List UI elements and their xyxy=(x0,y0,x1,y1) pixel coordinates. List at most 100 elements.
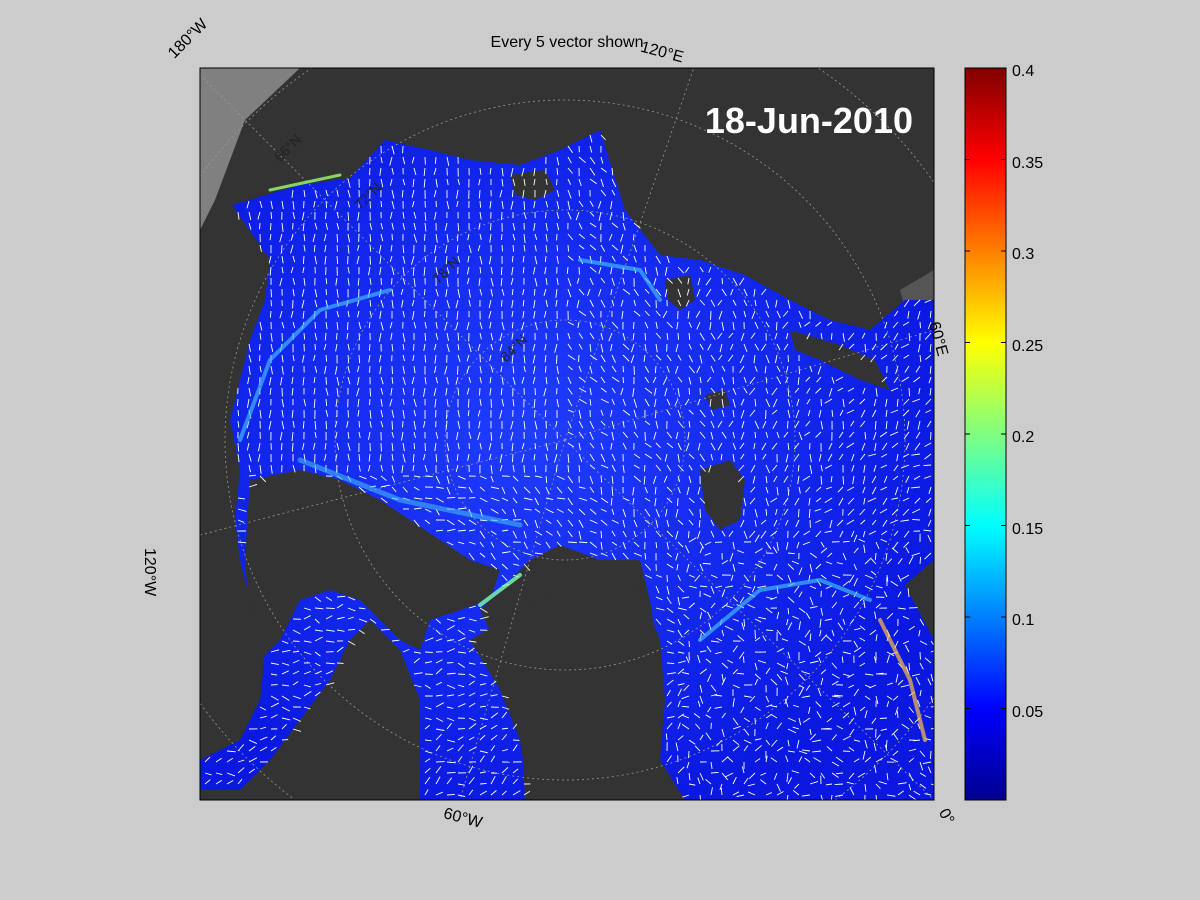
drift-vector xyxy=(545,376,548,385)
drift-vector xyxy=(598,266,602,275)
drift-vector xyxy=(478,222,481,230)
drift-vector xyxy=(743,717,751,723)
drift-vector xyxy=(863,544,866,554)
drift-vector xyxy=(512,552,520,560)
drift-vector xyxy=(347,178,351,188)
drift-vector xyxy=(534,552,543,555)
drift-vector xyxy=(798,717,802,726)
drift-vector xyxy=(770,497,778,503)
drift-vector xyxy=(871,486,877,495)
drift-vector xyxy=(892,354,899,362)
drift-vector xyxy=(368,343,371,351)
drift-vector xyxy=(412,453,415,463)
drift-vector xyxy=(499,409,503,419)
drift-vector xyxy=(816,711,822,719)
drift-vector xyxy=(490,694,498,697)
drift-vector xyxy=(654,398,657,408)
drift-vector xyxy=(632,332,635,340)
drift-vector xyxy=(523,233,526,243)
drift-vector xyxy=(335,277,338,286)
drift-vector xyxy=(792,530,800,538)
drift-vector xyxy=(824,398,833,404)
drift-vector xyxy=(741,622,745,631)
drift-vector xyxy=(924,793,932,796)
drift-vector xyxy=(368,321,371,329)
drift-vector xyxy=(501,790,507,796)
drift-vector xyxy=(688,497,695,504)
drift-vector xyxy=(753,574,756,582)
drift-vector xyxy=(512,365,515,374)
drift-vector xyxy=(831,601,838,609)
drift-vector xyxy=(435,618,441,624)
drift-vector xyxy=(687,431,690,440)
drift-vector xyxy=(391,167,394,175)
drift-vector xyxy=(413,475,421,478)
drift-vector xyxy=(622,376,625,384)
drift-vector xyxy=(479,233,482,240)
drift-vector xyxy=(567,453,570,463)
drift-vector xyxy=(501,508,507,515)
drift-vector xyxy=(699,772,704,781)
drift-vector xyxy=(281,321,285,329)
drift-vector xyxy=(270,702,280,708)
drift-vector xyxy=(714,694,723,697)
drift-vector xyxy=(379,167,382,176)
drift-vector xyxy=(924,442,932,447)
drift-vector xyxy=(611,222,619,228)
drift-vector xyxy=(805,612,811,620)
drift-vector xyxy=(446,277,449,287)
drift-vector xyxy=(677,766,685,774)
drift-vector xyxy=(444,222,448,231)
drift-vector xyxy=(827,453,833,462)
drift-vector xyxy=(600,530,603,539)
drift-vector xyxy=(423,343,426,352)
drift-vector xyxy=(792,789,800,796)
drift-vector xyxy=(357,277,360,286)
drift-vector xyxy=(511,343,514,352)
drift-vector xyxy=(787,607,790,615)
drift-vector xyxy=(675,431,679,440)
drift-vector xyxy=(347,211,350,221)
drift-vector xyxy=(424,776,431,785)
drift-vector xyxy=(291,376,294,384)
drift-vector xyxy=(523,530,527,539)
drift-vector xyxy=(827,552,833,558)
drift-vector xyxy=(390,244,393,252)
drift-vector xyxy=(859,625,866,631)
drift-vector xyxy=(770,530,778,537)
drift-vector xyxy=(859,637,866,642)
drift-vector xyxy=(732,299,737,306)
canadian-archipelago xyxy=(245,470,500,660)
drift-vector xyxy=(578,365,582,373)
drift-vector xyxy=(490,497,500,502)
drift-vector xyxy=(881,530,888,536)
drift-vector xyxy=(699,497,706,504)
drift-vector xyxy=(786,541,789,550)
drift-vector xyxy=(929,387,932,396)
drift-vector xyxy=(871,519,877,526)
drift-vector xyxy=(793,704,800,708)
drift-vector xyxy=(834,694,844,697)
drift-vector xyxy=(809,563,813,573)
drift-vector xyxy=(809,606,818,609)
drift-vector xyxy=(512,233,516,241)
drift-vector xyxy=(677,660,686,664)
drift-vector xyxy=(435,321,438,329)
drift-vector xyxy=(435,702,444,708)
drift-vector xyxy=(257,442,261,452)
drift-vector xyxy=(721,530,726,537)
drift-vector xyxy=(825,783,833,786)
drift-vector xyxy=(291,365,294,373)
drift-vector xyxy=(787,574,792,583)
drift-vector xyxy=(248,343,251,352)
drift-vector xyxy=(772,420,778,429)
drift-vector xyxy=(435,629,441,635)
drift-vector xyxy=(714,706,723,709)
drift-vector xyxy=(890,580,899,587)
drift-vector xyxy=(924,475,932,479)
drift-vector xyxy=(511,354,514,364)
drift-vector xyxy=(457,755,463,763)
drift-vector xyxy=(622,409,631,416)
drift-vector xyxy=(501,541,509,548)
drift-vector xyxy=(358,321,362,329)
